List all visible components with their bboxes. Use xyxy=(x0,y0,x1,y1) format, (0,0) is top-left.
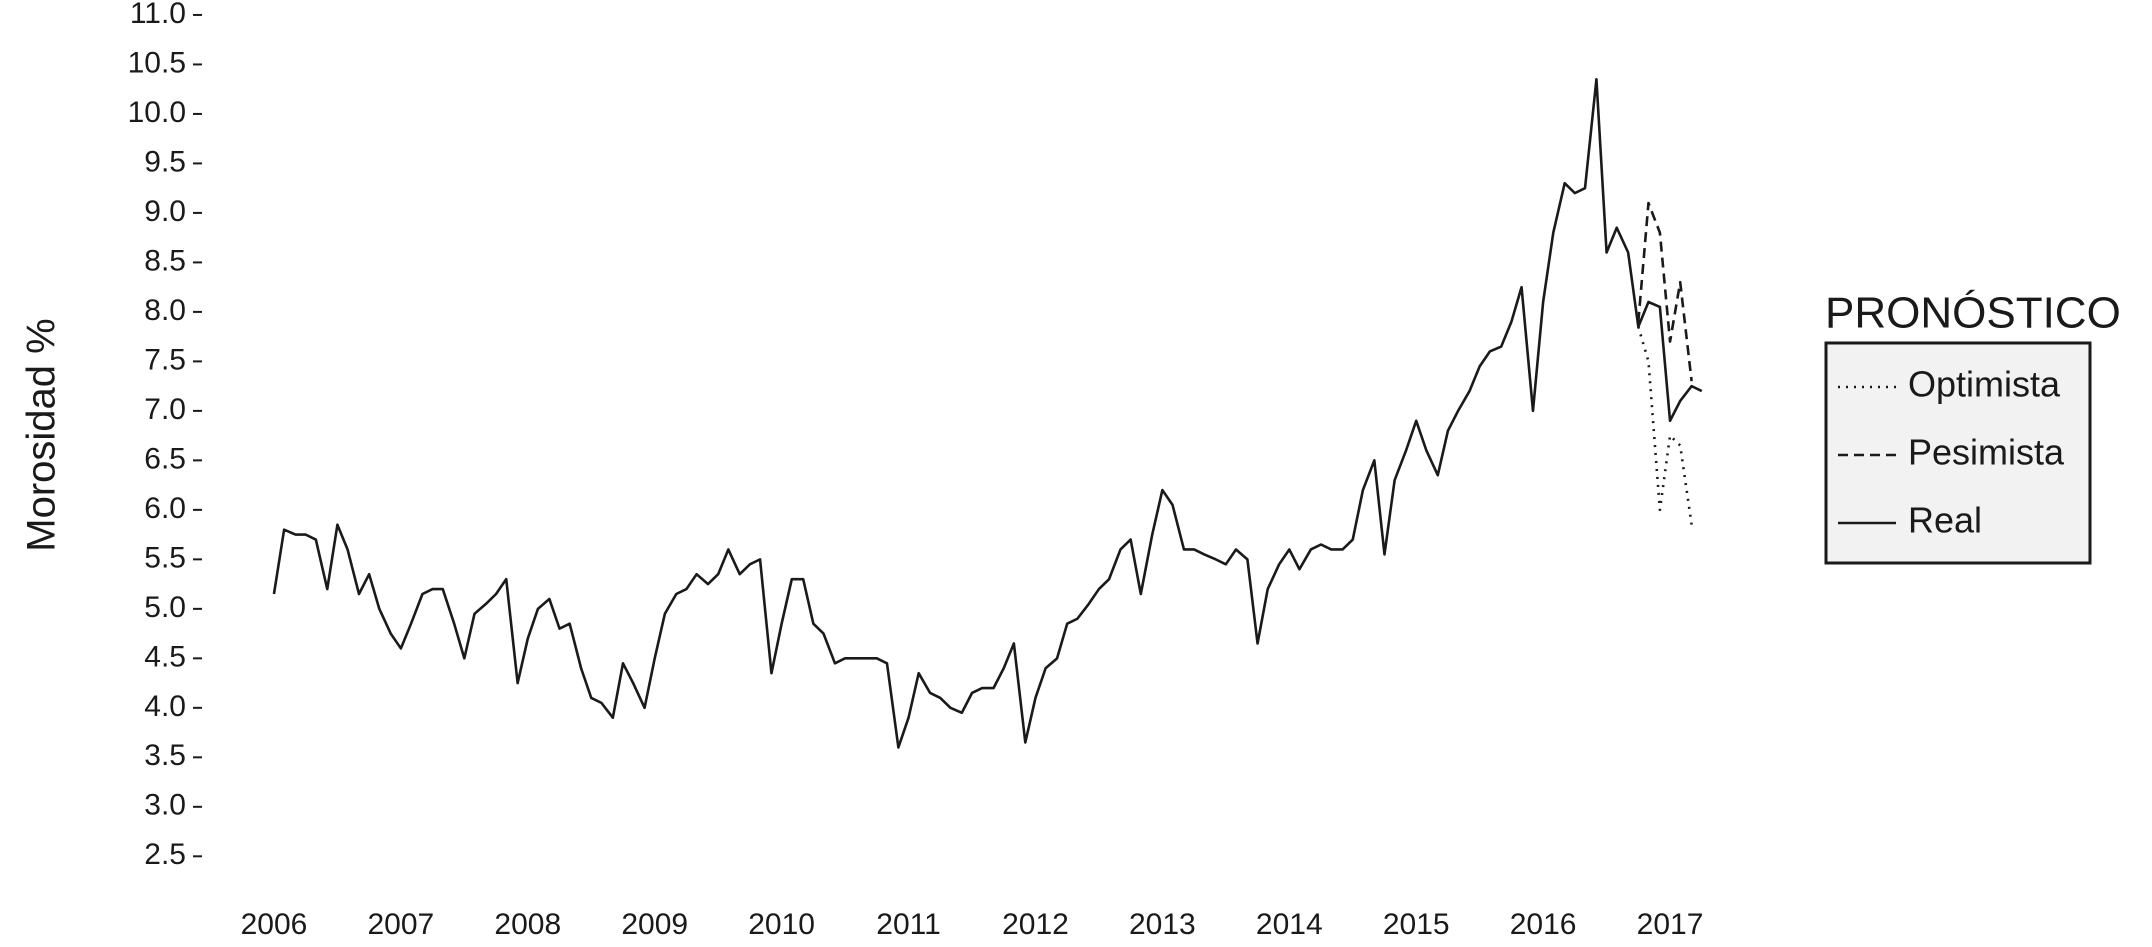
y-tick-label: 5.5 xyxy=(144,541,186,574)
x-tick-label: 2009 xyxy=(621,908,688,941)
legend-label: Optimista xyxy=(1908,364,2061,405)
legend-key-bg xyxy=(1834,355,1902,419)
y-tick-label: 8.0 xyxy=(144,294,186,327)
series-line xyxy=(1637,201,1693,382)
x-tick-label: 2007 xyxy=(368,908,435,941)
y-tick-label: 5.0 xyxy=(144,591,186,624)
y-tick-label: 3.5 xyxy=(144,739,186,772)
y-axis-label: Morosidad % xyxy=(20,318,64,551)
y-tick-label: 6.0 xyxy=(144,492,186,525)
legend-label: Pesimista xyxy=(1908,432,2065,473)
y-tick-label: 11.0 xyxy=(130,0,186,30)
x-tick-label: 2016 xyxy=(1510,908,1577,941)
y-tick-label: 9.5 xyxy=(144,145,186,178)
x-tick-label: 2008 xyxy=(494,908,561,941)
x-tick-label: 2014 xyxy=(1256,908,1323,941)
x-tick-label: 2010 xyxy=(748,908,815,941)
x-tick-label: 2011 xyxy=(876,908,941,941)
y-tick-label: 2.5 xyxy=(144,838,186,871)
y-tick-label: 7.5 xyxy=(144,343,186,376)
series-line xyxy=(272,77,1703,749)
y-tick-label: 10.0 xyxy=(128,96,186,129)
legend-label: Real xyxy=(1908,500,1982,541)
y-tick-label: 6.5 xyxy=(144,442,186,475)
y-tick-label: 3.0 xyxy=(144,789,186,822)
x-tick-label: 2013 xyxy=(1129,908,1196,941)
legend-title: PRONÓSTICO xyxy=(1825,289,2121,338)
y-tick-label: 4.5 xyxy=(144,640,186,673)
y-tick-label: 9.0 xyxy=(144,195,186,228)
y-tick-label: 7.0 xyxy=(144,393,186,426)
y-tick-label: 8.5 xyxy=(144,244,186,277)
x-tick-label: 2012 xyxy=(1002,908,1069,941)
y-tick-label: 10.5 xyxy=(128,46,186,79)
x-tick-label: 2006 xyxy=(241,908,308,941)
x-tick-label: 2017 xyxy=(1637,908,1704,941)
y-tick-label: 4.0 xyxy=(144,690,186,723)
x-tick-label: 2015 xyxy=(1383,908,1450,941)
